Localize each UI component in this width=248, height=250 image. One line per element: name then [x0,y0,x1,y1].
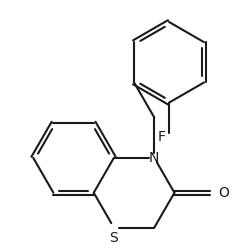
Text: F: F [158,130,166,144]
Text: O: O [218,186,229,200]
Text: S: S [110,231,118,245]
Text: N: N [149,151,159,165]
